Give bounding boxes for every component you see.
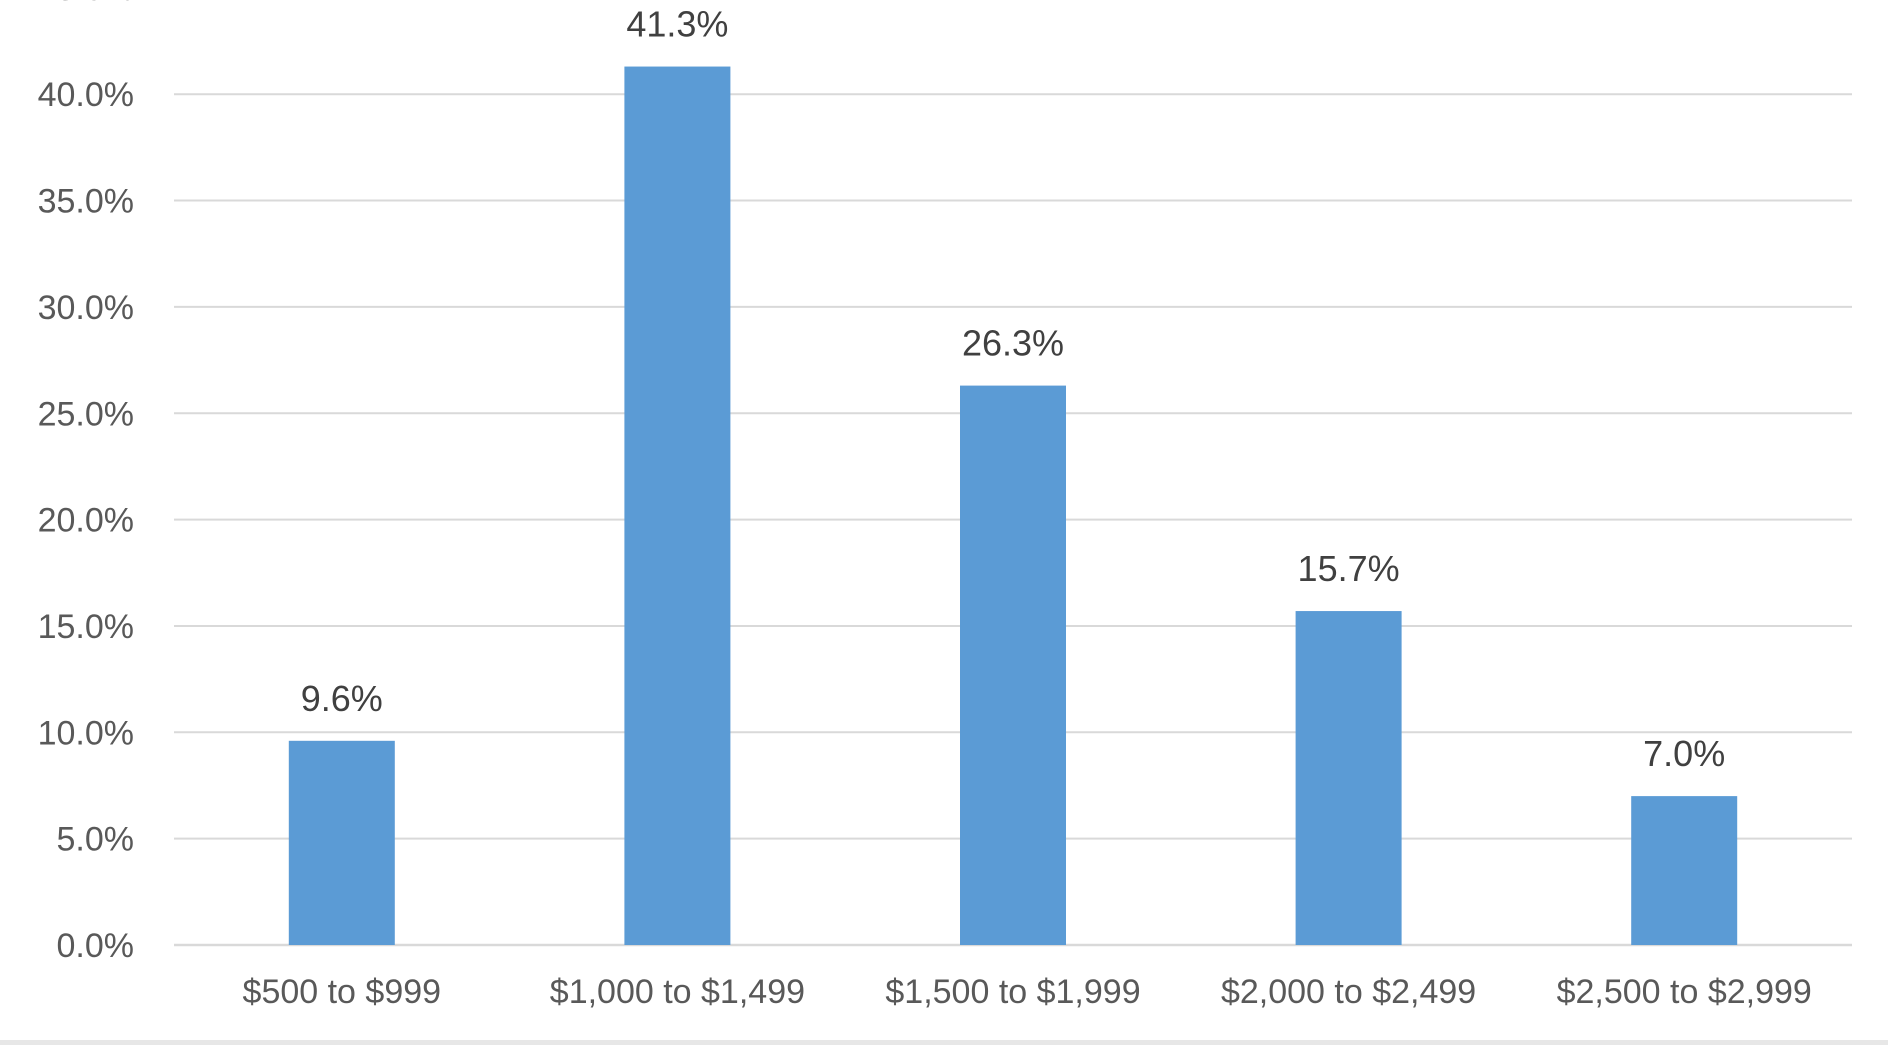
- bar: [1631, 796, 1738, 945]
- bar: [624, 66, 731, 945]
- data-label: 7.0%: [1643, 733, 1725, 774]
- y-axis-tick-labels: 0.0% 5.0% 10.0% 15.0% 20.0% 25.0% 30.0% 35.0% 40…: [38, 0, 134, 965]
- bar: [288, 740, 395, 945]
- data-label: 9.6%: [301, 678, 383, 719]
- x-tick-label: $1,000 to $1,499: [550, 973, 805, 1011]
- y-tick-label: 0.0%: [57, 927, 135, 965]
- x-tick-label: $2,500 to $2,999: [1557, 973, 1812, 1011]
- data-labels: 9.6% 41.3% 26.3% 15.7% 7.0%: [301, 4, 1725, 775]
- y-tick-label: 5.0%: [57, 821, 135, 859]
- data-label: 26.3%: [962, 323, 1064, 364]
- data-label: 15.7%: [1298, 548, 1400, 589]
- bottom-border: [0, 1040, 1888, 1045]
- bar: [960, 385, 1066, 945]
- data-label: 41.3%: [626, 4, 728, 45]
- y-tick-label: 45.0%: [38, 0, 134, 8]
- bars: [288, 66, 1738, 945]
- x-tick-label: $1,500 to $1,999: [885, 973, 1140, 1011]
- y-tick-label: 30.0%: [38, 289, 134, 327]
- y-tick-label: 10.0%: [38, 714, 134, 752]
- y-tick-label: 15.0%: [38, 608, 134, 646]
- bar: [1295, 611, 1402, 945]
- x-tick-label: $500 to $999: [243, 973, 442, 1011]
- y-tick-label: 40.0%: [38, 76, 134, 114]
- x-axis-category-labels: $500 to $999 $1,000 to $1,499 $1,500 to $1…: [243, 973, 1812, 1011]
- y-tick-label: 20.0%: [38, 502, 134, 540]
- y-tick-label: 25.0%: [38, 395, 134, 433]
- x-tick-label: $2,000 to $2,499: [1221, 973, 1476, 1011]
- y-tick-label: 35.0%: [38, 183, 134, 221]
